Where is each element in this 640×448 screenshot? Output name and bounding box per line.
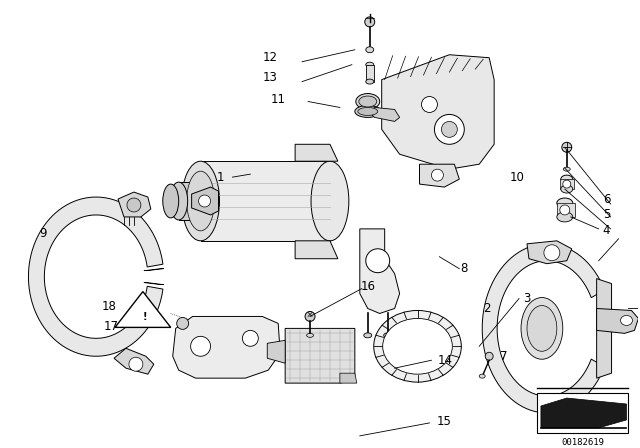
Polygon shape [295, 144, 338, 161]
Polygon shape [381, 55, 494, 169]
Ellipse shape [163, 184, 179, 218]
Circle shape [485, 352, 493, 360]
Circle shape [366, 249, 390, 273]
Polygon shape [114, 348, 154, 374]
Polygon shape [596, 309, 639, 333]
Text: 13: 13 [263, 71, 278, 84]
Text: 15: 15 [437, 415, 452, 428]
Ellipse shape [621, 315, 632, 325]
Ellipse shape [366, 79, 374, 84]
Circle shape [243, 330, 259, 346]
Ellipse shape [170, 182, 188, 220]
Circle shape [198, 195, 211, 207]
Polygon shape [173, 316, 280, 378]
Polygon shape [596, 279, 612, 378]
Text: !: ! [143, 312, 147, 323]
Ellipse shape [356, 94, 380, 109]
Polygon shape [28, 197, 163, 356]
Bar [537, 393, 628, 433]
Text: 6: 6 [603, 193, 611, 206]
Polygon shape [419, 164, 460, 187]
Ellipse shape [527, 306, 557, 351]
Text: 8: 8 [461, 262, 468, 275]
Polygon shape [179, 182, 195, 220]
Circle shape [305, 311, 315, 321]
Circle shape [442, 121, 458, 138]
Polygon shape [560, 179, 573, 189]
Text: 18: 18 [102, 300, 116, 313]
Circle shape [129, 357, 143, 371]
Polygon shape [483, 244, 605, 413]
Ellipse shape [359, 96, 377, 107]
Polygon shape [366, 65, 374, 82]
Ellipse shape [182, 161, 220, 241]
Polygon shape [191, 187, 218, 215]
Circle shape [191, 336, 211, 356]
Ellipse shape [384, 333, 392, 338]
Text: 16: 16 [360, 280, 375, 293]
Text: 14: 14 [438, 354, 453, 367]
Text: 7: 7 [500, 350, 508, 363]
Circle shape [422, 96, 437, 112]
Ellipse shape [366, 62, 374, 67]
Ellipse shape [366, 47, 374, 53]
Polygon shape [368, 108, 399, 121]
Text: 11: 11 [271, 93, 285, 106]
Text: 12: 12 [263, 51, 278, 64]
Ellipse shape [307, 333, 314, 337]
Ellipse shape [383, 319, 452, 374]
Polygon shape [144, 283, 164, 284]
Circle shape [544, 245, 560, 261]
Ellipse shape [557, 198, 573, 208]
Text: 2: 2 [483, 302, 491, 315]
Circle shape [431, 169, 444, 181]
Ellipse shape [561, 175, 573, 183]
Polygon shape [285, 328, 355, 383]
Text: 1: 1 [217, 171, 224, 184]
Circle shape [177, 318, 189, 329]
Text: 10: 10 [509, 171, 524, 184]
Polygon shape [295, 241, 338, 259]
Ellipse shape [561, 185, 573, 193]
Polygon shape [527, 241, 572, 264]
Ellipse shape [355, 105, 381, 117]
Polygon shape [115, 292, 171, 327]
Text: 4: 4 [603, 224, 611, 237]
Text: 3: 3 [524, 292, 531, 305]
Ellipse shape [187, 171, 214, 231]
Circle shape [435, 114, 464, 144]
Polygon shape [340, 373, 357, 383]
Circle shape [563, 180, 571, 188]
Text: 5: 5 [603, 208, 611, 221]
Ellipse shape [364, 333, 372, 338]
Polygon shape [200, 161, 330, 241]
Ellipse shape [557, 212, 573, 222]
Polygon shape [557, 203, 575, 217]
Polygon shape [268, 340, 285, 363]
Circle shape [127, 198, 141, 212]
Ellipse shape [358, 108, 378, 116]
Text: 17: 17 [104, 320, 118, 333]
Ellipse shape [479, 374, 485, 378]
Ellipse shape [521, 297, 563, 359]
Polygon shape [541, 398, 627, 428]
Ellipse shape [311, 161, 349, 241]
Polygon shape [360, 229, 399, 314]
Circle shape [560, 205, 570, 215]
Text: 00182619: 00182619 [561, 438, 604, 447]
Text: 9: 9 [40, 227, 47, 240]
Polygon shape [144, 269, 164, 271]
Circle shape [562, 142, 572, 152]
Circle shape [365, 17, 375, 27]
Ellipse shape [563, 167, 570, 171]
Polygon shape [118, 192, 151, 217]
Ellipse shape [374, 310, 461, 382]
